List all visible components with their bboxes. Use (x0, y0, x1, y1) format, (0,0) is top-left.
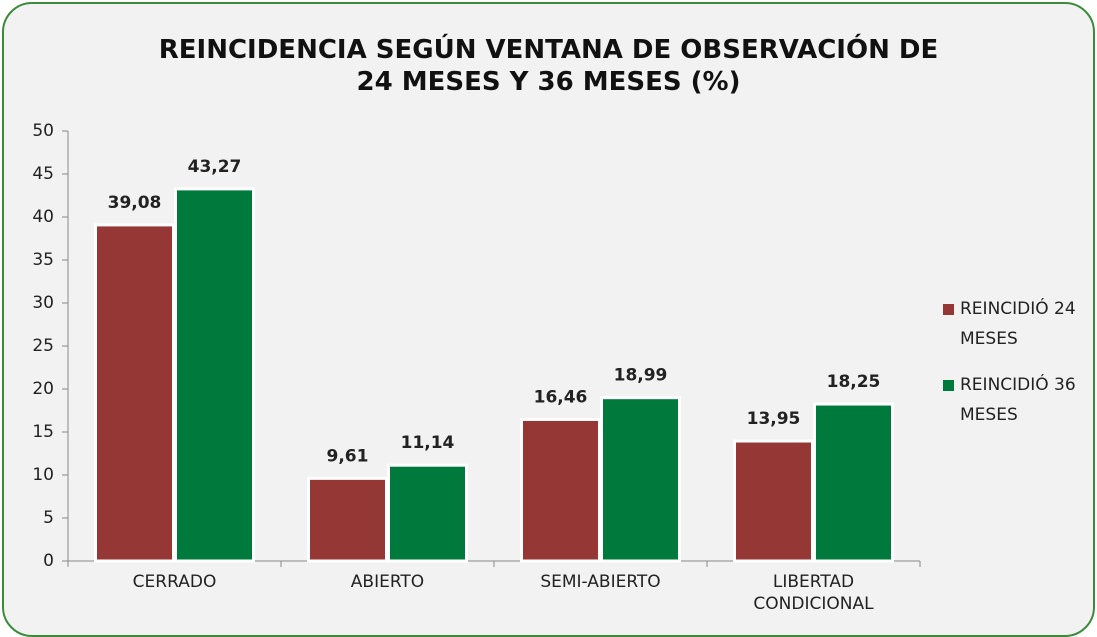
bar (520, 417, 601, 563)
y-tick-label: 50 (32, 121, 54, 141)
bar (387, 463, 468, 563)
bar (600, 396, 681, 563)
y-tick-label: 45 (32, 164, 54, 184)
legend-label: REINCIDIÓ 24 MESES (960, 299, 1076, 349)
legend-label: REINCIDIÓ 36 MESES (960, 375, 1076, 425)
value-label: 39,08 (108, 193, 162, 213)
x-tick-label: CERRADO (132, 572, 217, 592)
bar (813, 402, 894, 563)
bar (174, 187, 255, 563)
x-tick-label: SEMI-ABIERTO (540, 572, 661, 592)
y-tick-label: 10 (32, 465, 54, 485)
x-tick-label: ABIERTO (350, 572, 425, 592)
chart-title: REINCIDENCIA SEGÚN VENTANA DE OBSERVACIÓ… (158, 35, 939, 97)
legend-swatch (943, 380, 954, 391)
value-label: 18,99 (614, 366, 668, 386)
y-tick-label: 20 (32, 379, 54, 399)
bar (307, 476, 388, 563)
bar (94, 223, 175, 563)
bar (733, 439, 814, 563)
y-tick-label: 30 (32, 293, 54, 313)
y-tick-label: 35 (32, 250, 54, 270)
y-tick-label: 0 (43, 551, 54, 571)
value-label: 18,25 (827, 372, 881, 392)
value-label: 16,46 (534, 387, 588, 407)
y-tick-label: 25 (32, 336, 54, 356)
value-label: 11,14 (401, 433, 455, 453)
plot-area: 0 5 10 15 20 25 30 35 40 45 50 39,08 43,27 9,61 11,14 1… (32, 121, 954, 571)
legend-swatch (943, 304, 954, 315)
value-label: 9,61 (327, 446, 369, 466)
value-label: 43,27 (188, 157, 242, 177)
y-tick-label: 40 (32, 207, 54, 227)
x-tick-label: LIBERTAD CONDICIONAL (753, 572, 874, 614)
y-tick-label: 15 (32, 422, 54, 442)
value-label: 13,95 (747, 409, 801, 429)
y-tick-label: 5 (43, 508, 54, 528)
